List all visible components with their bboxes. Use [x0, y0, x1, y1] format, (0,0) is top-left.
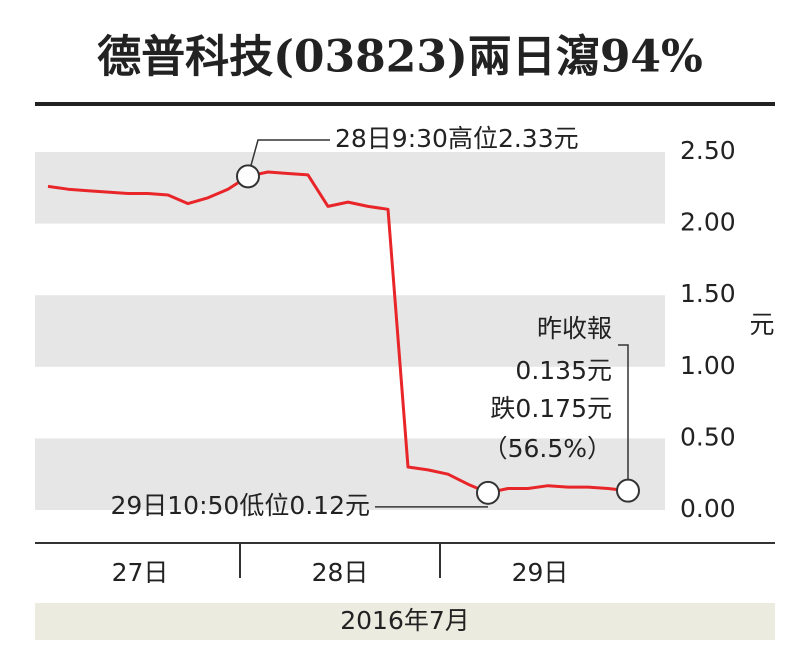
annotation: 29日10:50低位0.12元	[110, 491, 370, 520]
y-axis-label: 元	[749, 310, 774, 339]
y-tick-label: 2.50	[680, 136, 736, 165]
leader-line	[618, 344, 629, 491]
y-tick-label: 0.50	[680, 422, 736, 451]
x-tick-label: 29日	[512, 558, 569, 587]
x-tick-label: 28日	[312, 558, 369, 587]
bands	[35, 152, 665, 510]
subtitle: 2016年7月	[340, 606, 470, 635]
grid-band	[35, 438, 665, 510]
annotation: 昨收報	[537, 314, 612, 343]
annotation: （56.5%）	[483, 434, 612, 463]
annotation: 0.135元	[515, 356, 612, 385]
subtitle-band	[35, 603, 775, 640]
chart-title: 德普科技(03823)兩日瀉94%	[97, 32, 703, 83]
marker	[236, 164, 260, 189]
y-tick-label: 1.00	[680, 351, 736, 380]
title-rule	[35, 102, 775, 106]
annotation: 28日9:30高位2.33元	[335, 124, 579, 153]
marker	[476, 480, 500, 505]
price-line	[47, 170, 629, 495]
marker	[616, 478, 640, 503]
annotation: 跌0.175元	[490, 394, 612, 423]
y-tick-label: 2.00	[680, 208, 736, 237]
grid-band	[35, 295, 665, 367]
y-tick-label: 1.50	[680, 279, 736, 308]
leader-line	[247, 139, 330, 177]
x-tick-label: 27日	[112, 558, 169, 587]
grid-band	[35, 152, 665, 224]
y-tick-label: 0.00	[680, 494, 736, 523]
